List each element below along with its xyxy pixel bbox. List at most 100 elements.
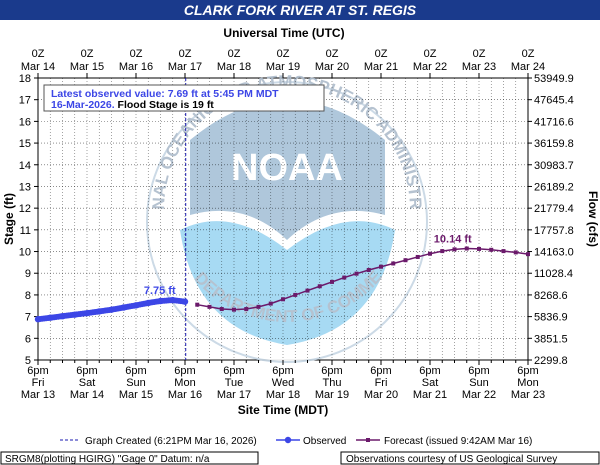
- forecast-point: [232, 307, 236, 312]
- observed-peak-label: 7.75 ft: [144, 285, 176, 297]
- x-tick-label-date: Mar 14: [70, 389, 104, 401]
- noaa-bird-icon: [190, 100, 385, 240]
- forecast-point: [293, 292, 298, 297]
- forecast-point: [317, 284, 322, 289]
- x-tick-label-weekday: Mon: [517, 377, 538, 389]
- footer-credit-text: Observations courtesy of US Geological S…: [346, 454, 557, 465]
- top-tick-label-date: Mar 23: [462, 61, 496, 73]
- x-tick-label-date: Mar 16: [168, 389, 202, 401]
- y-tick-label-left: 14: [19, 160, 31, 172]
- legend-graph-created-label: Graph Created (6:21PM Mar 16, 2026): [85, 436, 257, 447]
- y-tick-label-left: 9: [25, 268, 31, 280]
- forecast-point: [268, 301, 273, 306]
- x-tick-label-time: 6pm: [272, 365, 293, 377]
- title-banner: [0, 0, 600, 20]
- y-tick-label-right: 41716.6: [534, 116, 574, 128]
- top-tick-label-date: Mar 14: [21, 61, 55, 73]
- top-tick-label-zulu: 0Z: [277, 48, 290, 60]
- y-tick-label-right: 2299.8: [534, 355, 568, 367]
- y-axis-title-left: Stage (ft): [2, 193, 16, 245]
- x-tick-label-date: Mar 13: [21, 389, 55, 401]
- forecast-point: [379, 264, 383, 269]
- x-tick-label-time: 6pm: [27, 365, 48, 377]
- top-tick-label-zulu: 0Z: [326, 48, 339, 60]
- forecast-point: [452, 247, 457, 252]
- y-tick-label-right: 8268.6: [534, 290, 568, 302]
- x-tick-label-time: 6pm: [517, 365, 538, 377]
- forecast-point: [477, 246, 481, 251]
- y-tick-label-right: 30983.7: [534, 160, 574, 172]
- y-tick-label-right: 21779.4: [534, 203, 574, 215]
- y-tick-label-left: 10: [19, 247, 31, 259]
- flood-stage-text: 16-Mar-2026. Flood Stage is 19 ft: [51, 99, 214, 111]
- x-tick-label-weekday: Mon: [174, 377, 195, 389]
- forecast-point: [526, 252, 530, 257]
- y-tick-label-left: 8: [25, 290, 31, 302]
- flood-stage-label: Flood Stage is 19 ft: [115, 99, 215, 111]
- x-tick-label-weekday: Fri: [32, 377, 45, 389]
- x-tick-label-date: Mar 23: [511, 389, 545, 401]
- top-tick-label-zulu: 0Z: [473, 48, 486, 60]
- x-tick-label-time: 6pm: [223, 365, 244, 377]
- y-tick-label-left: 5: [25, 355, 31, 367]
- x-tick-label-date: Mar 21: [413, 389, 447, 401]
- y-tick-label-right: 17757.8: [534, 225, 574, 237]
- y-tick-label-right: 53949.9: [534, 73, 574, 85]
- forecast-peak-label: 10.14 ft: [434, 234, 472, 246]
- top-tick-label-zulu: 0Z: [375, 48, 388, 60]
- top-tick-label-zulu: 0Z: [81, 48, 94, 60]
- top-tick-label-date: Mar 15: [70, 61, 104, 73]
- top-tick-label-zulu: 0Z: [522, 48, 535, 60]
- y-tick-label-left: 11: [20, 225, 31, 237]
- legend-observed-marker: [284, 436, 292, 444]
- chart-title: CLARK FORK RIVER AT ST. REGIS: [184, 2, 417, 18]
- x-tick-label-date: Mar 19: [315, 389, 349, 401]
- x-tick-label-date: Mar 20: [364, 389, 398, 401]
- x-tick-label-weekday: Sun: [126, 377, 146, 389]
- legend-observed-label: Observed: [303, 436, 346, 447]
- forecast-point: [256, 304, 261, 309]
- y-tick-label-right: 14163.0: [534, 247, 574, 259]
- x-tick-label-time: 6pm: [321, 365, 342, 377]
- noaa-logo-text: NOAA: [231, 147, 343, 189]
- observed-point: [181, 298, 189, 305]
- x-tick-label-weekday: Sun: [469, 377, 489, 389]
- info-box-frame: [43, 84, 325, 112]
- forecast-point: [219, 307, 224, 312]
- x-tick-label-time: 6pm: [76, 365, 97, 377]
- latest-observed-date: 16-Mar-2026.: [51, 99, 115, 111]
- forecast-point: [244, 307, 249, 312]
- x-tick-label-time: 6pm: [419, 365, 440, 377]
- x-tick-label-time: 6pm: [125, 365, 146, 377]
- top-tick-label-zulu: 0Z: [32, 48, 45, 60]
- forecast-point: [354, 271, 359, 276]
- forecast-point: [440, 249, 445, 254]
- top-tick-label-date: Mar 22: [413, 61, 447, 73]
- x-tick-label-time: 6pm: [468, 365, 489, 377]
- forecast-point: [403, 258, 408, 263]
- footer-datum-text: SRGM8(plotting HGIRG) "Gage 0" Datum: n/…: [5, 454, 210, 465]
- top-tick-label-date: Mar 24: [511, 61, 545, 73]
- top-tick-label-date: Mar 18: [217, 61, 251, 73]
- forecast-point: [489, 247, 494, 252]
- forecast-point: [464, 246, 469, 251]
- y-tick-label-left: 17: [19, 95, 31, 107]
- y-tick-label-left: 16: [19, 116, 31, 128]
- forecast-point: [391, 261, 396, 266]
- legend: Graph Created (6:21PM Mar 16, 2026) Obse…: [60, 436, 532, 447]
- latest-observed-text: Latest observed value: 7.69 ft at 5:45 P…: [51, 88, 279, 100]
- x-tick-label-time: 6pm: [174, 365, 195, 377]
- y-tick-label-left: 12: [19, 203, 31, 215]
- y-tick-label-right: 11028.4: [534, 268, 573, 280]
- x-tick-label-weekday: Fri: [375, 377, 388, 389]
- x-tick-label-weekday: Tue: [225, 377, 244, 389]
- x-tick-label-date: Mar 15: [119, 389, 153, 401]
- top-tick-label-zulu: 0Z: [179, 48, 192, 60]
- top-tick-label-date: Mar 21: [364, 61, 398, 73]
- x-tick-label-weekday: Thu: [323, 377, 342, 389]
- y-axis-title-right: Flow (cfs): [586, 191, 600, 247]
- forecast-line: [197, 247, 529, 311]
- top-tick-label-date: Mar 20: [315, 61, 349, 73]
- forecast-point: [207, 304, 212, 309]
- forecast-point: [195, 302, 200, 307]
